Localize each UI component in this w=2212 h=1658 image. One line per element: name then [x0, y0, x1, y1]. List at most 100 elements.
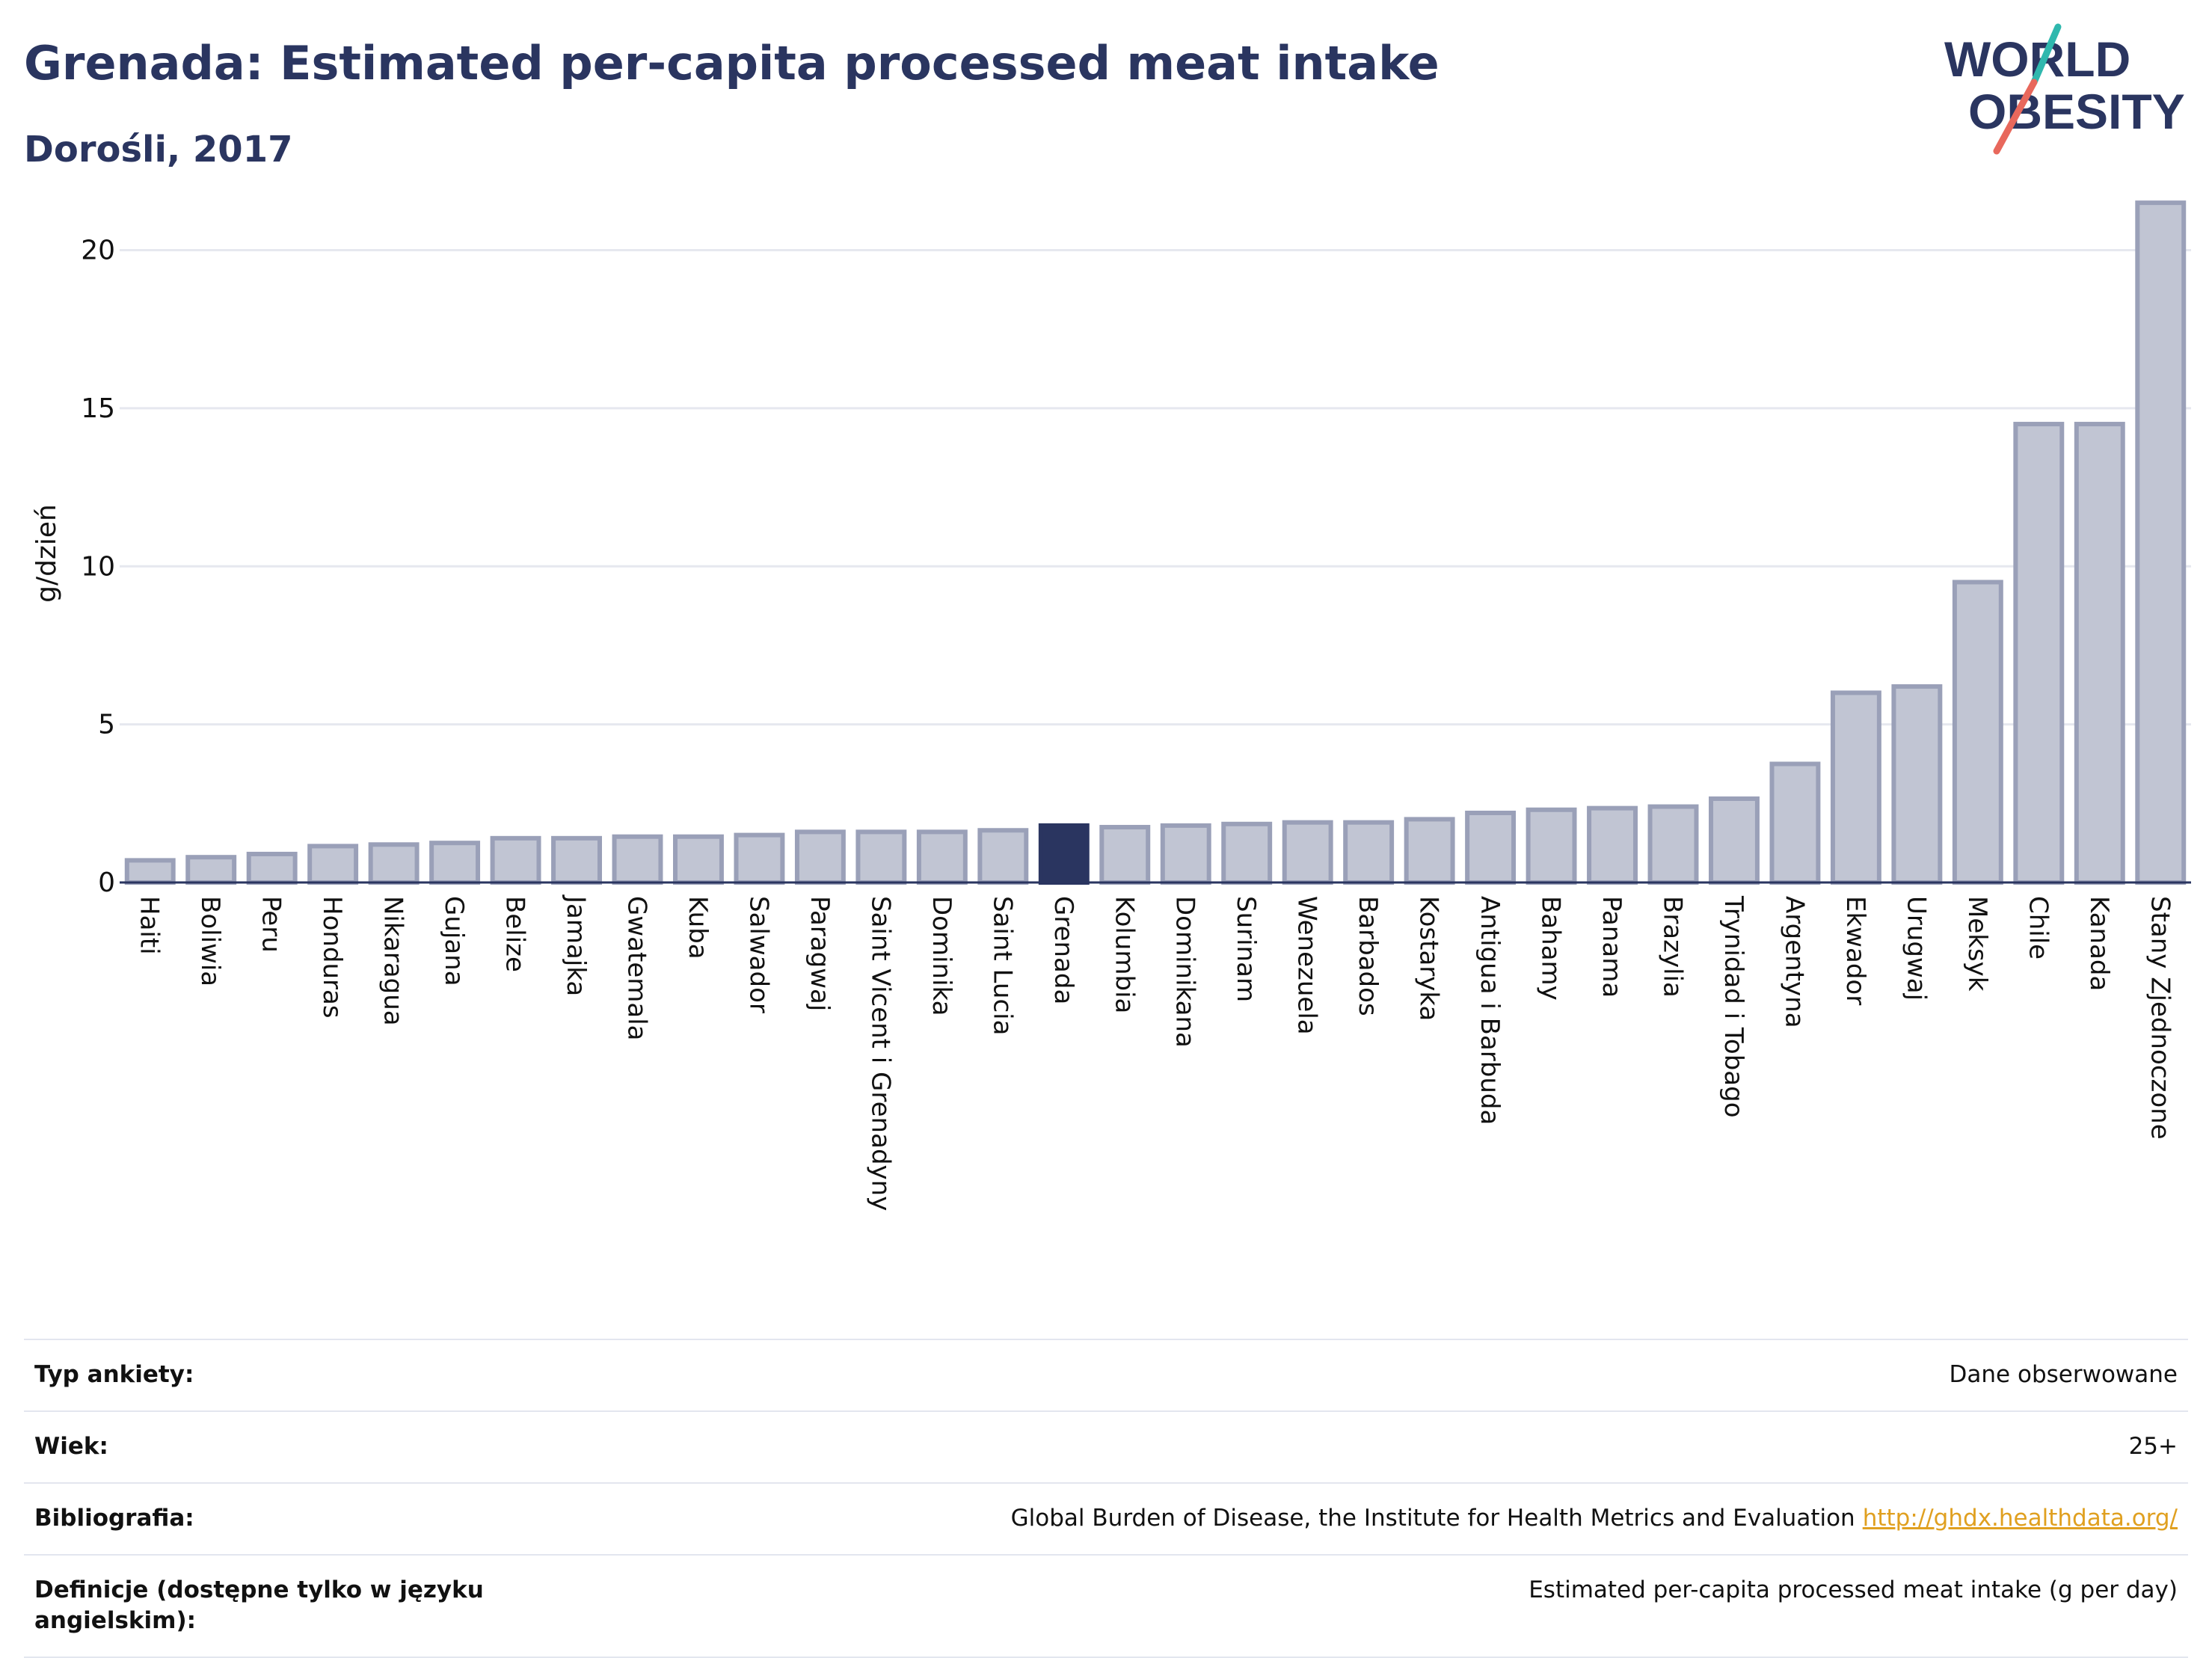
x-tick-label: Salwador: [743, 896, 773, 1013]
metadata-value: 25+: [2129, 1431, 2178, 1463]
x-tick-label: Gwatemala: [622, 896, 652, 1040]
x-tick-label: Urugwaj: [1901, 896, 1931, 1001]
x-tick-label: Haiti: [135, 896, 165, 955]
x-tick-label: Saint Lucia: [987, 896, 1017, 1035]
metadata-key: Bibliografia:: [34, 1504, 194, 1532]
y-axis-label: g/dzień: [31, 504, 62, 603]
bar-argentyna: [1769, 761, 1821, 885]
bar-chile: [2013, 422, 2065, 885]
chart-title: Grenada: Estimated per-capita processed …: [24, 36, 1440, 90]
bar-meksyk: [1952, 580, 2003, 885]
bar-trynidad-i-tobago: [1709, 796, 1760, 885]
x-tick-label: Bahamy: [1536, 896, 1566, 1001]
metadata-key: Wiek:: [34, 1432, 108, 1460]
x-tick-label: Jamajka: [561, 894, 591, 996]
bar-peru: [246, 851, 298, 885]
metadata-value: Global Burden of Disease, the Institute …: [1011, 1503, 2178, 1535]
bar-gwatemala: [612, 834, 663, 885]
metadata-row: Definicje (dostępne tylko w języku angie…: [24, 1556, 2188, 1658]
metadata-row: Wiek: 25+: [24, 1412, 2188, 1484]
x-tick-label: Kuba: [683, 896, 713, 960]
x-tick-label: Gujana: [439, 896, 469, 986]
x-tick-label: Stany Zjednoczone: [2145, 896, 2175, 1140]
metadata-value: Dane obserwowane: [1950, 1360, 2178, 1391]
x-tick-label: Honduras: [317, 896, 347, 1019]
bar-saint-vicent-i-grenadyny: [855, 829, 907, 885]
x-tick-label: Surinam: [1231, 896, 1261, 1002]
bar-wenezuela: [1282, 820, 1333, 885]
x-axis-ticks: Haiti Boliwia Peru Honduras Nikaragua Gujana B…: [135, 894, 2175, 1211]
source-link[interactable]: http://ghdx.healthdata.org/: [1862, 1504, 2178, 1532]
chart-subtitle: Dorośli, 2017: [24, 129, 293, 171]
bar-barbados: [1343, 820, 1395, 885]
x-tick-label: Boliwia: [195, 896, 225, 986]
y-tick-label: 10: [81, 551, 115, 582]
x-tick-label: Belize: [500, 896, 530, 972]
metadata-value: Estimated per-capita processed meat inta…: [1529, 1575, 2178, 1606]
metadata-row: Bibliografia: Global Burden of Disease, t…: [24, 1484, 2188, 1556]
bar-chart: 0 5 10 15 20 g/dzień Haiti Boliwia Peru Hondura…: [31, 200, 2191, 1211]
bar-haiti: [124, 858, 176, 885]
y-tick-label: 20: [81, 236, 115, 266]
x-tick-label: Chile: [2023, 896, 2053, 960]
x-tick-label: Kolumbia: [1109, 896, 1139, 1013]
x-tick-label: Dominikana: [1170, 896, 1200, 1048]
x-tick-label: Antigua i Barbuda: [1475, 896, 1505, 1125]
bar-surinam: [1221, 821, 1273, 885]
x-tick-label: Saint Vicent i Grenadyny: [865, 896, 895, 1211]
bar-saint-lucia: [977, 828, 1029, 885]
metadata-value-text: Global Burden of Disease, the Institute …: [1010, 1504, 1855, 1532]
x-tick-label: Barbados: [1353, 896, 1383, 1016]
bar-belize: [490, 835, 541, 885]
bar-dominikana: [1160, 823, 1211, 885]
y-tick-label: 5: [98, 710, 115, 740]
bar-kuba: [673, 834, 724, 885]
x-tick-label: Grenada: [1048, 896, 1078, 1004]
metadata-row: Typ ankiety: Dane obserwowane: [24, 1340, 2188, 1412]
bar-ekwador: [1830, 690, 1881, 885]
metadata-value-text: Estimated per-capita processed meat inta…: [1529, 1576, 2178, 1603]
x-tick-label: Nikaragua: [378, 896, 408, 1026]
x-tick-label: Peru: [256, 896, 286, 953]
bars: [124, 200, 2187, 885]
x-tick-label: Kanada: [2084, 896, 2114, 991]
gridlines: [120, 249, 2191, 726]
x-tick-label: Meksyk: [1962, 896, 1992, 992]
metadata-value-text: 25+: [2128, 1432, 2178, 1460]
metadata-table: Typ ankiety: Dane obserwowane Wiek: 25+ Bibl…: [24, 1339, 2188, 1658]
bar-panama: [1587, 805, 1638, 885]
bar-kanada: [2074, 422, 2125, 885]
x-tick-label: Kostaryka: [1414, 896, 1444, 1021]
world-obesity-logo: WORLD OBESITY: [1944, 23, 2185, 155]
bar-honduras: [307, 844, 359, 885]
bar-brazylia: [1647, 804, 1699, 885]
bar-jamajka: [551, 835, 602, 885]
bar-boliwia: [185, 855, 237, 885]
bar-kostaryka: [1404, 817, 1455, 885]
bar-stany-zjednoczone: [2135, 200, 2187, 885]
x-tick-label: Brazylia: [1658, 896, 1688, 998]
logo-slash-teal: [2030, 23, 2062, 86]
x-tick-label: Panama: [1597, 896, 1626, 998]
x-tick-label: Paragwaj: [805, 896, 835, 1011]
x-tick-label: Argentyna: [1779, 896, 1809, 1028]
y-tick-label: 15: [81, 393, 115, 424]
metadata-value-text: Dane obserwowane: [1949, 1361, 2178, 1388]
x-tick-label: Ekwador: [1840, 896, 1870, 1005]
bar-grenada: [1038, 823, 1090, 885]
logo-slash-coral: [1993, 79, 2038, 155]
bar-kolumbia: [1099, 825, 1151, 885]
metadata-key: Definicje (dostępne tylko w języku angie…: [34, 1576, 484, 1635]
y-axis-ticks: 0 5 10 15 20: [81, 236, 115, 898]
bar-paragwaj: [794, 829, 846, 885]
y-tick-label: 0: [98, 868, 115, 898]
metadata-key: Typ ankiety:: [34, 1361, 194, 1388]
x-tick-label: Trynidad i Tobago: [1718, 895, 1748, 1118]
bar-bahamy: [1526, 807, 1577, 885]
bar-urugwaj: [1891, 684, 1943, 885]
x-tick-label: Dominika: [927, 896, 956, 1016]
bar-dominika: [916, 829, 968, 885]
bar-gujana: [429, 841, 481, 885]
bar-salwador: [734, 832, 785, 885]
bar-nikaragua: [368, 842, 420, 885]
